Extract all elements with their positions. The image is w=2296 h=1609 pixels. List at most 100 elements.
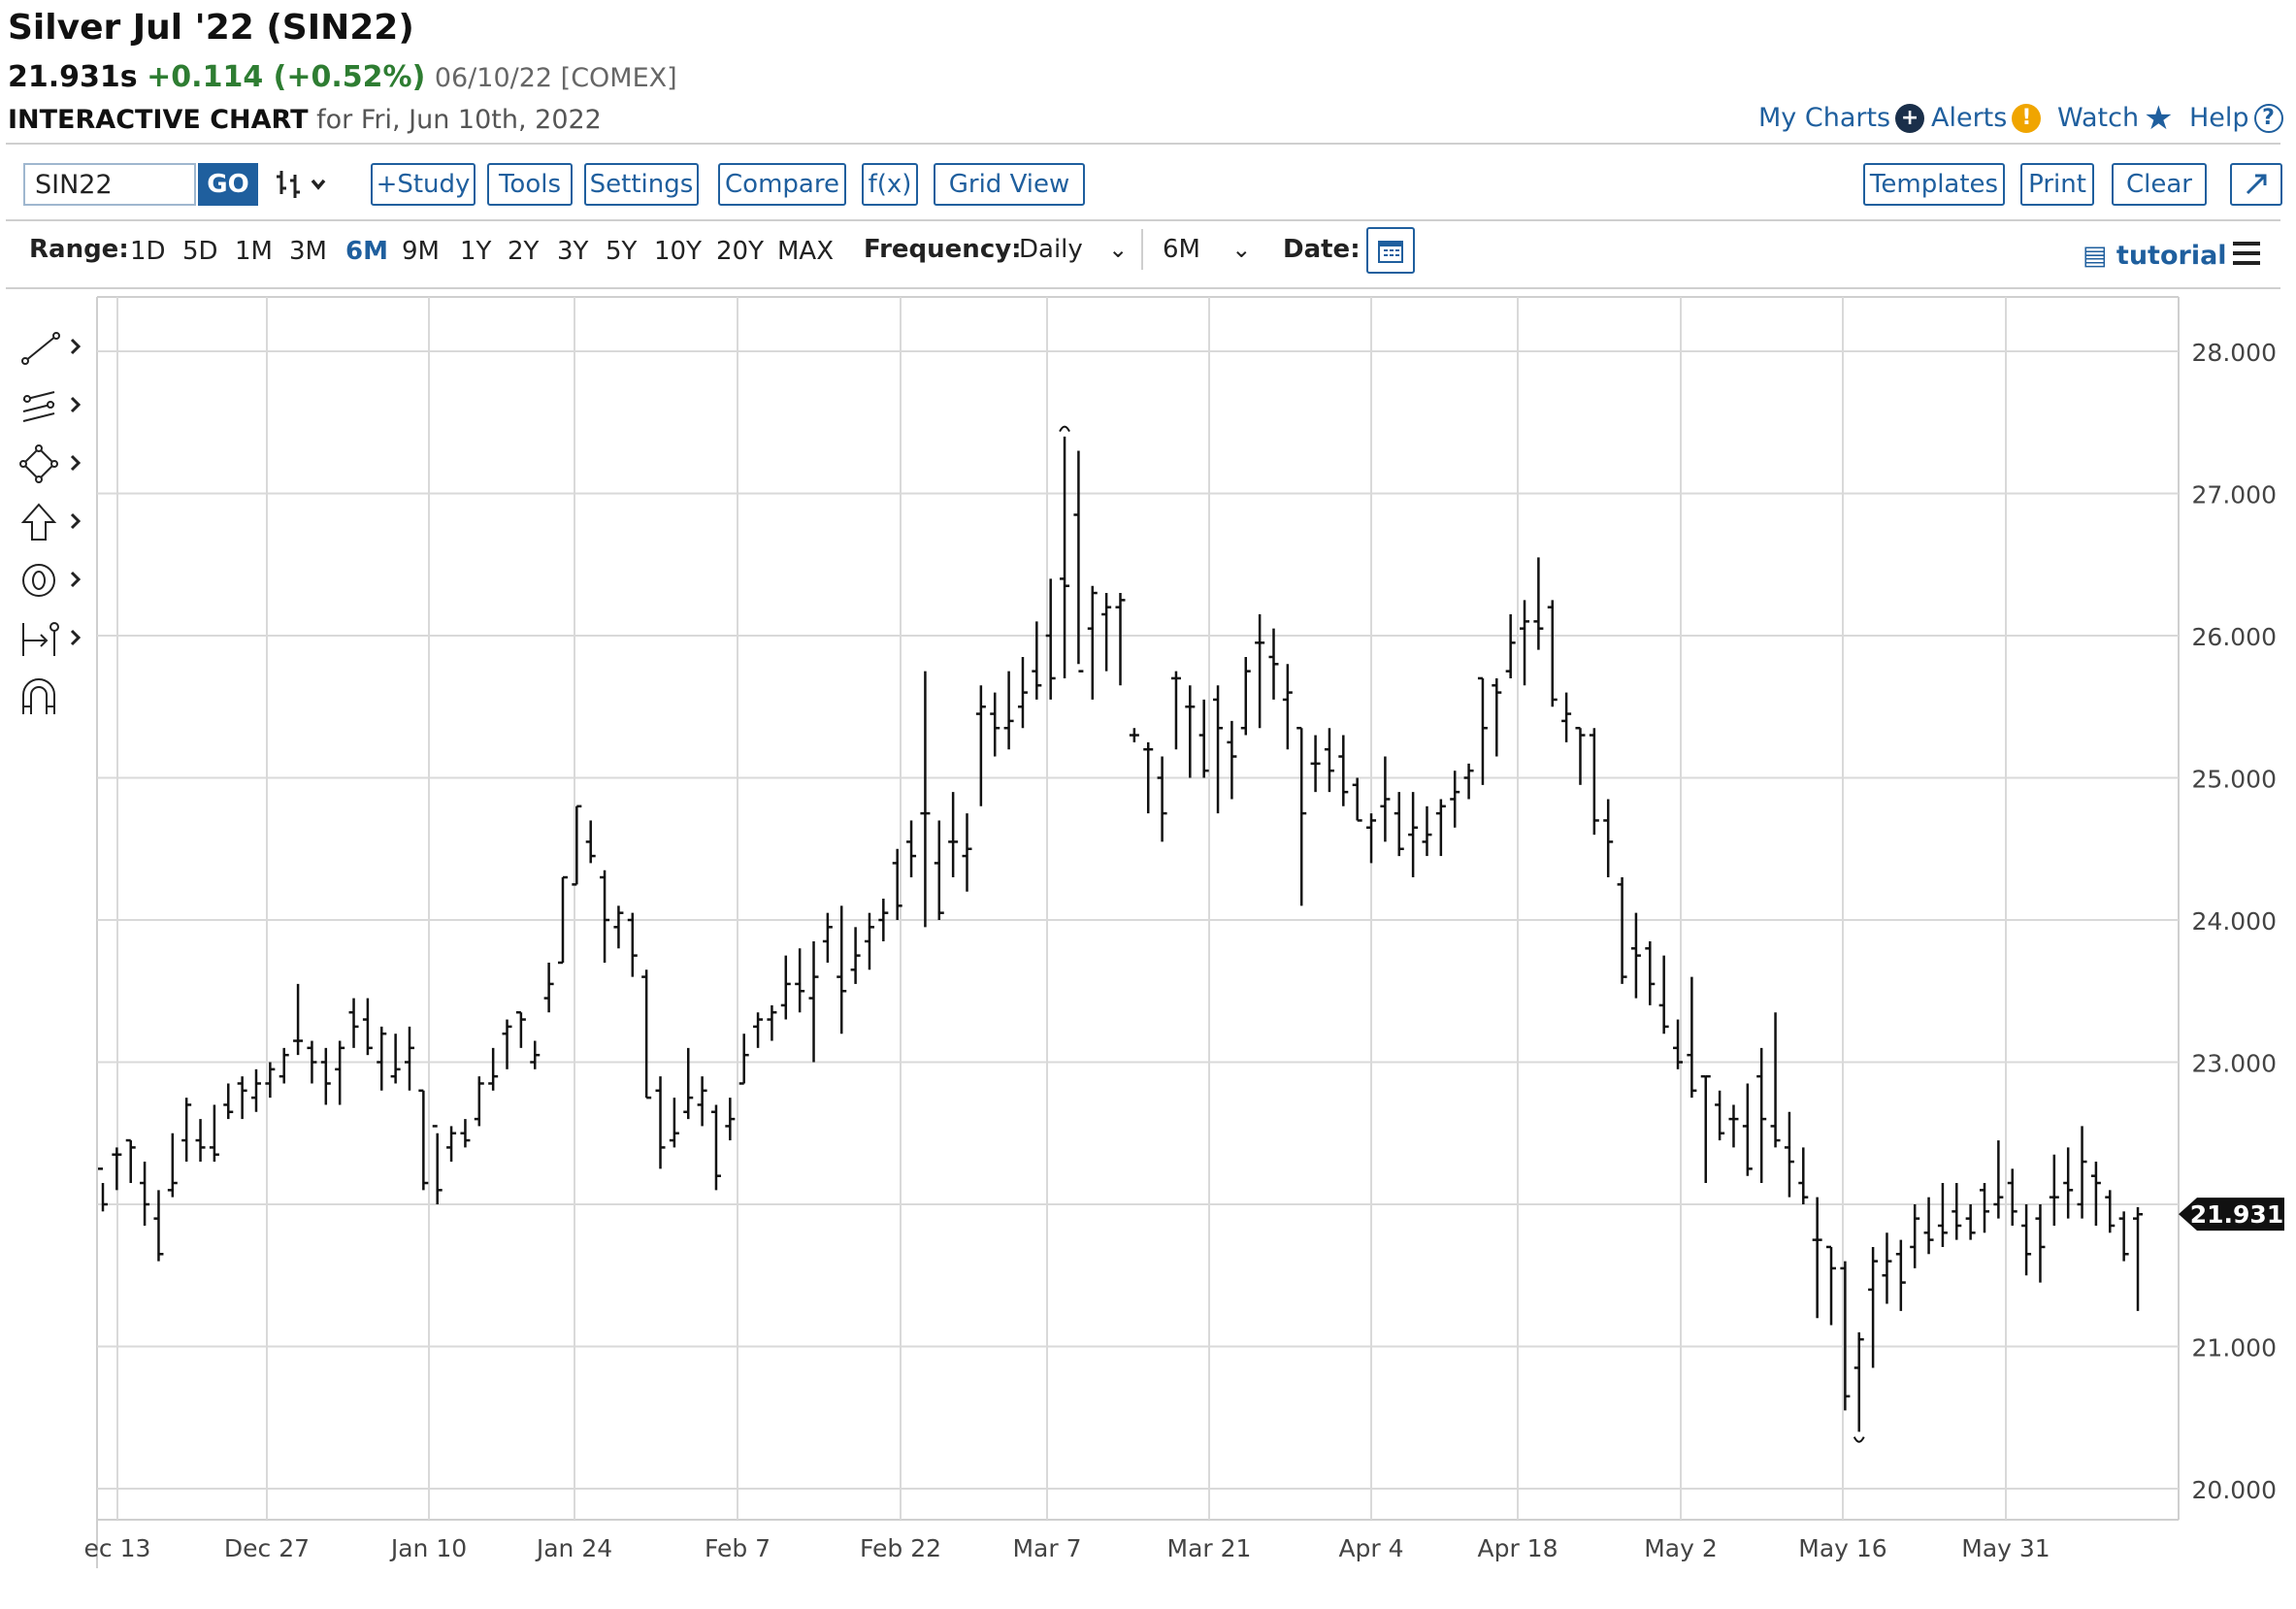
ohlc-bar (404, 1026, 414, 1091)
ohlc-bar (125, 1138, 136, 1184)
chevron-right-icon (70, 338, 82, 355)
expand-button[interactable] (2230, 163, 2282, 206)
go-button[interactable]: GO (198, 163, 258, 206)
shape-tool-icon (19, 444, 82, 483)
chart-type-selector[interactable] (274, 165, 334, 204)
ohlc-bar (613, 905, 624, 949)
x-tick-label: May 31 (1961, 1534, 2050, 1562)
frequency-dropdown[interactable]: Daily ⌄ (1019, 235, 1128, 264)
ohlc-bar (795, 948, 805, 1013)
date-picker-button[interactable] (1366, 227, 1415, 274)
y-tick-label: 23.000 (2192, 1050, 2277, 1078)
range-option-3m[interactable]: 3M (289, 237, 327, 266)
ohlc-bar (181, 1098, 192, 1163)
range-option-5y[interactable]: 5Y (606, 237, 638, 266)
last-price-marker: 21.931 (2179, 1198, 2284, 1231)
ohlc-bar (948, 792, 959, 878)
grid-view-button[interactable]: Grid View (934, 163, 1085, 206)
print-button[interactable]: Print (2020, 163, 2094, 206)
ohlc-bar (822, 912, 833, 963)
quote-meta: 06/10/22 [COMEX] (434, 63, 677, 93)
measure-tool-button[interactable] (17, 617, 95, 660)
clear-button[interactable]: Clear (2112, 163, 2207, 206)
ohlc-bar (265, 1062, 276, 1099)
frequency-value: Daily (1019, 235, 1083, 264)
range-option-6m[interactable]: 6M (345, 237, 388, 266)
divider (6, 287, 2280, 289)
hamburger-icon (2233, 242, 2260, 265)
ohlc-bar (335, 1040, 345, 1105)
chart-subtitle: INTERACTIVE CHART for Fri, Jun 10th, 202… (8, 105, 602, 135)
ohlc-bar (1338, 735, 1349, 806)
range-option-10y[interactable]: 10Y (654, 237, 702, 266)
ohlc-bar (515, 1010, 526, 1048)
ohlc-bar (1700, 1074, 1711, 1184)
compare-button[interactable]: Compare (718, 163, 846, 206)
alerts-link[interactable]: Alerts ! (1931, 103, 2042, 133)
period-dropdown[interactable]: 6M ⌄ (1163, 235, 1251, 264)
channel-tool-button[interactable] (17, 384, 95, 427)
ohlc-bar (1980, 1183, 1990, 1233)
tools-button[interactable]: Tools (487, 163, 573, 206)
line-tool-button[interactable] (17, 326, 95, 369)
help-link[interactable]: Help ? (2189, 103, 2283, 133)
ohlc-bar (502, 1019, 512, 1069)
ohlc-bar (1366, 813, 1377, 864)
help-icon: ? (2253, 103, 2283, 133)
range-option-1d[interactable]: 1D (130, 237, 166, 266)
y-tick-label: 21.000 (2192, 1334, 2277, 1363)
alerts-label: Alerts (1931, 103, 2008, 133)
range-label: Range: (29, 235, 129, 264)
range-option-5d[interactable]: 5D (182, 237, 218, 266)
range-option-9m[interactable]: 9M (402, 237, 440, 266)
chevron-down-icon (311, 179, 326, 190)
x-tick-label: Jan 10 (389, 1534, 467, 1562)
x-tick-label: Dec 27 (224, 1534, 310, 1562)
templates-button[interactable]: Templates (1863, 163, 2005, 206)
last-price-tag (2179, 1198, 2284, 1231)
ohlc-bar (920, 671, 931, 928)
range-option-2y[interactable]: 2Y (508, 237, 540, 266)
ohlc-bar (1060, 436, 1070, 678)
ohlc-bar (1658, 955, 1669, 1034)
ohlc-bar (1715, 1090, 1725, 1141)
high-marker (1059, 425, 1070, 433)
menu-button[interactable] (2232, 241, 2261, 266)
range-option-1y[interactable]: 1Y (460, 237, 492, 266)
settings-button[interactable]: Settings (584, 163, 699, 206)
ohlc-bar (1143, 741, 1154, 814)
alert-icon: ! (2012, 103, 2042, 133)
range-option-20y[interactable]: 20Y (716, 237, 764, 266)
function-button[interactable]: f(x) (862, 163, 918, 206)
x-tick-label: Jan 24 (535, 1534, 612, 1562)
ohlc-bar (1463, 763, 1474, 800)
magnet-button[interactable] (17, 675, 95, 718)
range-option-max[interactable]: MAX (777, 237, 835, 266)
symbol-input[interactable] (23, 163, 196, 206)
ohlc-bar (892, 848, 902, 920)
ohlc-bar (1255, 614, 1265, 729)
range-option-3y[interactable]: 3Y (557, 237, 589, 266)
ohlc-bar (1673, 1019, 1684, 1069)
ohlc-bar (195, 1119, 206, 1163)
tutorial-link[interactable]: ▤ tutorial (2083, 241, 2227, 271)
add-study-button[interactable]: +Study (371, 163, 476, 206)
x-axis: ec 13 Dec 27 Jan 10 Jan 24 Feb 7 Feb 22 Mar 7 M… (84, 1534, 2050, 1562)
ohlc-bar (1756, 1047, 1767, 1184)
ohlc-bar (808, 940, 819, 1063)
annotation-tool-button[interactable] (17, 559, 95, 602)
watch-link[interactable]: Watch ★ (2057, 102, 2174, 135)
x-tick-label: Mar 21 (1167, 1534, 1252, 1562)
shape-tool-button[interactable] (17, 443, 95, 485)
period-value: 6M (1163, 235, 1200, 264)
range-option-1m[interactable]: 1M (235, 237, 273, 266)
my-charts-link[interactable]: My Charts + (1758, 103, 1925, 133)
ohlc-bar (1798, 1147, 1809, 1204)
ohlc-bar (780, 955, 791, 1020)
ohlc-bar (390, 1034, 401, 1084)
ohlc-bar (112, 1147, 122, 1191)
arrow-tool-button[interactable] (17, 501, 95, 543)
y-tick-label: 20.000 (2192, 1476, 2277, 1504)
ohlc-bar (1101, 593, 1112, 672)
